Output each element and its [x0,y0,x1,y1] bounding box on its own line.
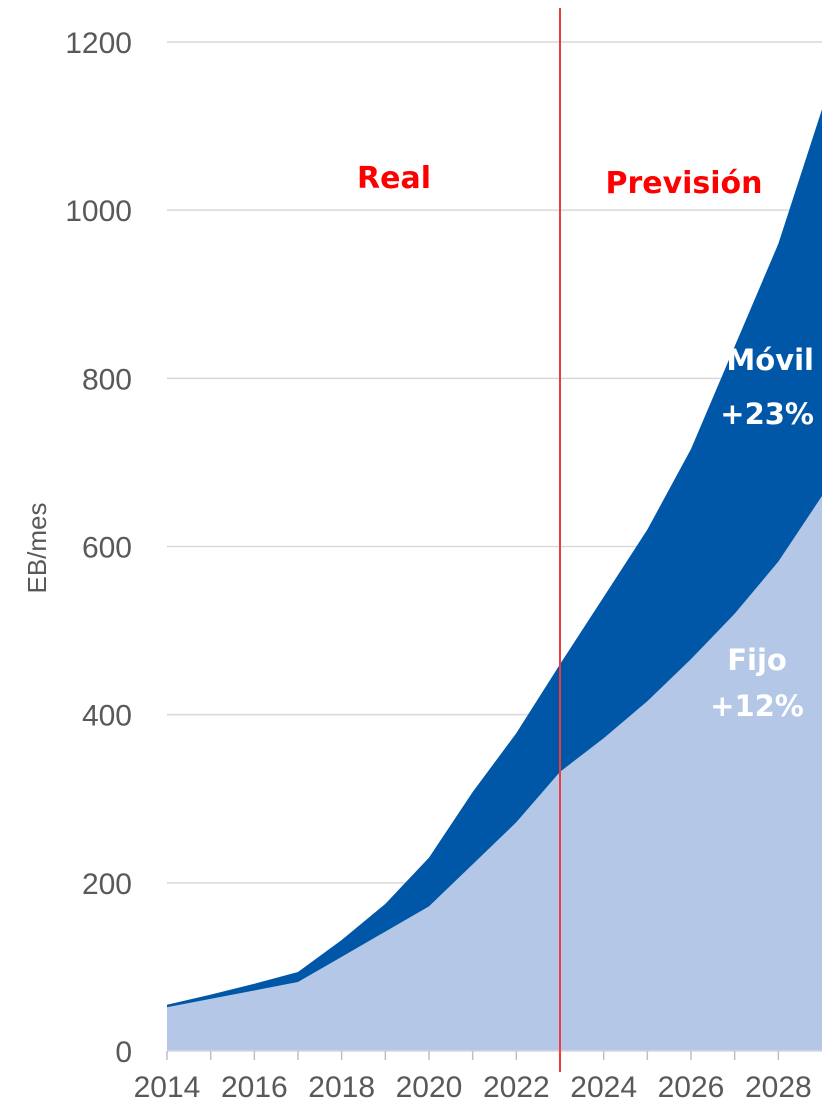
fijo-series-label: Fijo [727,643,787,677]
y-axis-title: EB/mes [22,502,52,593]
fijo-growth-label: +12% [710,689,804,723]
x-tick-label: 2014 [134,1071,201,1104]
x-tick-label: 2026 [658,1071,725,1104]
x-tick-label: 2020 [396,1071,463,1104]
area-series-0 [167,496,822,1051]
y-tick-label: 200 [82,868,132,901]
area-series-1 [167,109,822,1008]
y-tick-label: 0 [115,1036,132,1069]
y-tick-label: 1200 [65,27,132,60]
y-tick-labels: 0 200 400 600 800 1000 1200 [65,27,132,1069]
x-tick-label: 2016 [221,1071,288,1104]
movil-series-label: Móvil [726,343,814,377]
y-tick-label: 400 [82,700,132,733]
real-label: Real [357,161,431,196]
prevision-label: Previsión [605,166,762,201]
movil-growth-label: +23% [720,397,814,431]
x-tick-label: 2024 [570,1071,637,1104]
x-tick-label: 2028 [745,1071,812,1104]
x-tick-label: 2022 [483,1071,550,1104]
series-areas [167,109,822,1051]
x-tick-label: 2018 [308,1071,375,1104]
y-tick-label: 1000 [65,195,132,228]
y-tick-label: 800 [82,363,132,396]
x-tick-labels: 2014 2016 2018 2020 2022 2024 2026 2028 [134,1071,812,1104]
x-axis-ticks [166,1050,822,1060]
y-tick-label: 600 [82,532,132,565]
